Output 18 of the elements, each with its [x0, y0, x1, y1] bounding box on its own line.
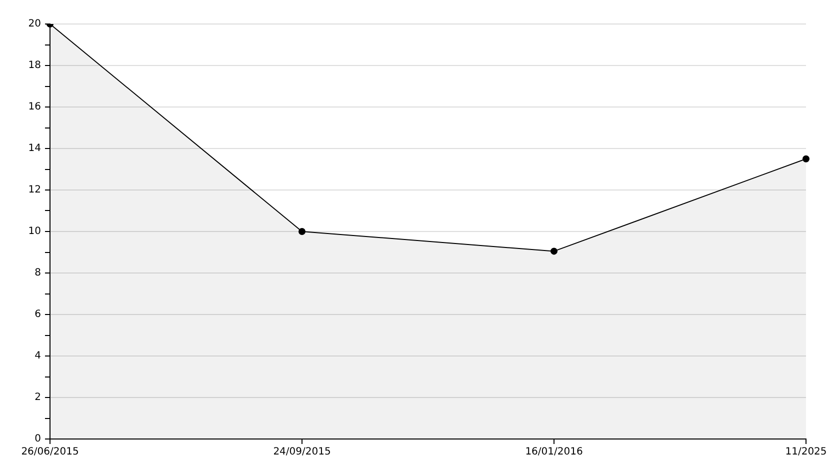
y-tick-label: 20: [28, 18, 41, 30]
x-tick-label: 24/09/2015: [273, 446, 331, 458]
x-tick-label: 11/2025: [785, 446, 827, 458]
point: [298, 228, 306, 235]
y-tick-label: 8: [34, 268, 41, 279]
y-tick-label: 16: [28, 102, 41, 113]
y-tick-label: 12: [28, 184, 41, 196]
y-tick-label: 18: [28, 60, 41, 72]
y-tick-label: 4: [34, 350, 41, 362]
y-tick-label: 2: [34, 392, 41, 404]
y-tick-label: 6: [34, 309, 41, 320]
y-tick-label: 10: [28, 226, 41, 238]
x-tick-label: 16/01/2016: [525, 446, 583, 458]
point: [802, 155, 810, 162]
y-tick-label: 14: [28, 143, 41, 154]
y-tick-label: 0: [34, 434, 41, 445]
point: [550, 248, 558, 255]
x-tick-label: 26/06/2015: [21, 446, 79, 458]
